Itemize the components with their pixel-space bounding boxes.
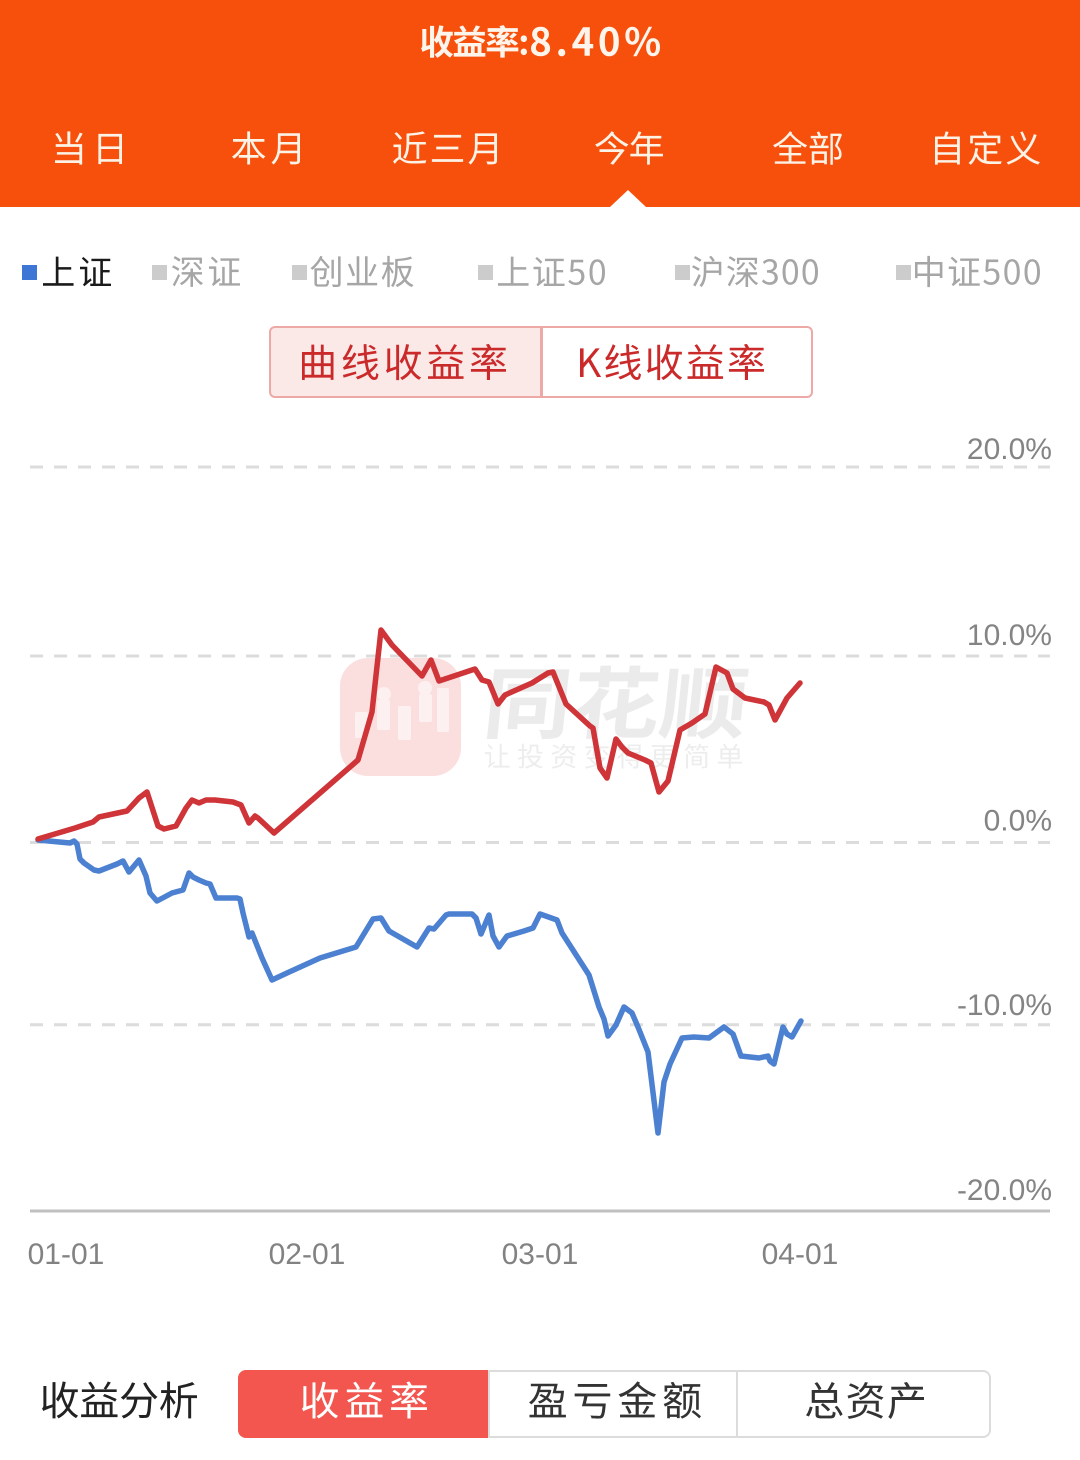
svg-text:04-01: 04-01 [762, 1238, 839, 1271]
svg-text:-10.0%: -10.0% [957, 989, 1052, 1022]
svg-text:-20.0%: -20.0% [957, 1174, 1052, 1207]
svg-text:20.0%: 20.0% [967, 433, 1052, 466]
svg-text:03-01: 03-01 [502, 1238, 579, 1271]
svg-text:10.0%: 10.0% [967, 619, 1052, 652]
svg-text:0.0%: 0.0% [984, 805, 1052, 838]
svg-text:01-01: 01-01 [28, 1238, 105, 1271]
svg-text:02-01: 02-01 [269, 1238, 346, 1271]
